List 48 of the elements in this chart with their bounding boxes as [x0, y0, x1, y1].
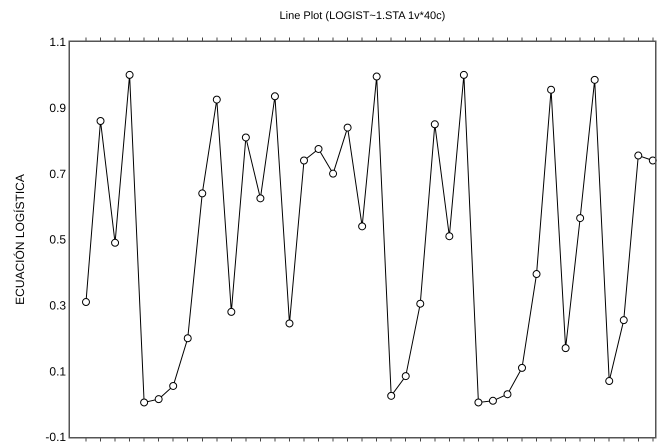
point	[242, 133, 250, 142]
point	[590, 76, 599, 84]
point	[518, 364, 526, 372]
point	[329, 170, 338, 178]
point	[474, 398, 482, 406]
y-tick-label: 0.9	[49, 101, 66, 116]
point	[620, 316, 628, 324]
point	[416, 300, 424, 308]
point	[445, 232, 454, 240]
point	[634, 152, 642, 160]
point	[547, 86, 556, 94]
chart-title: Line Plot (LOGIST~1.STA 1v*40c)	[280, 10, 446, 22]
point	[372, 72, 381, 81]
point	[503, 390, 512, 398]
point	[358, 222, 366, 230]
point	[82, 298, 90, 306]
point	[212, 96, 221, 104]
y-tick-label: 0.3	[49, 298, 66, 313]
point	[227, 308, 236, 316]
point	[576, 214, 584, 222]
point	[344, 124, 352, 132]
point	[460, 70, 468, 79]
point	[96, 117, 105, 125]
point	[111, 238, 120, 247]
point	[488, 396, 497, 405]
point	[126, 70, 134, 79]
point	[169, 382, 178, 390]
y-tick-label: 1.1	[49, 35, 66, 50]
point	[256, 194, 264, 202]
y-axis-title: ECUACIÓN LOGÍSTICA	[12, 174, 27, 305]
point	[562, 344, 570, 352]
point	[285, 319, 294, 328]
point	[387, 392, 396, 400]
y-tick-label: 0.7	[49, 166, 66, 181]
point	[430, 120, 439, 128]
point	[532, 270, 541, 278]
point	[605, 377, 614, 386]
point	[270, 92, 279, 100]
y-tick-label: 0.5	[49, 232, 66, 247]
point	[198, 189, 206, 198]
y-tick-label: 0.1	[49, 364, 66, 378]
point	[314, 144, 323, 153]
y-tick-label: -0.1	[45, 430, 66, 444]
point	[140, 398, 148, 406]
point	[154, 395, 163, 404]
point	[402, 372, 410, 380]
point	[300, 156, 308, 164]
point	[184, 334, 192, 342]
